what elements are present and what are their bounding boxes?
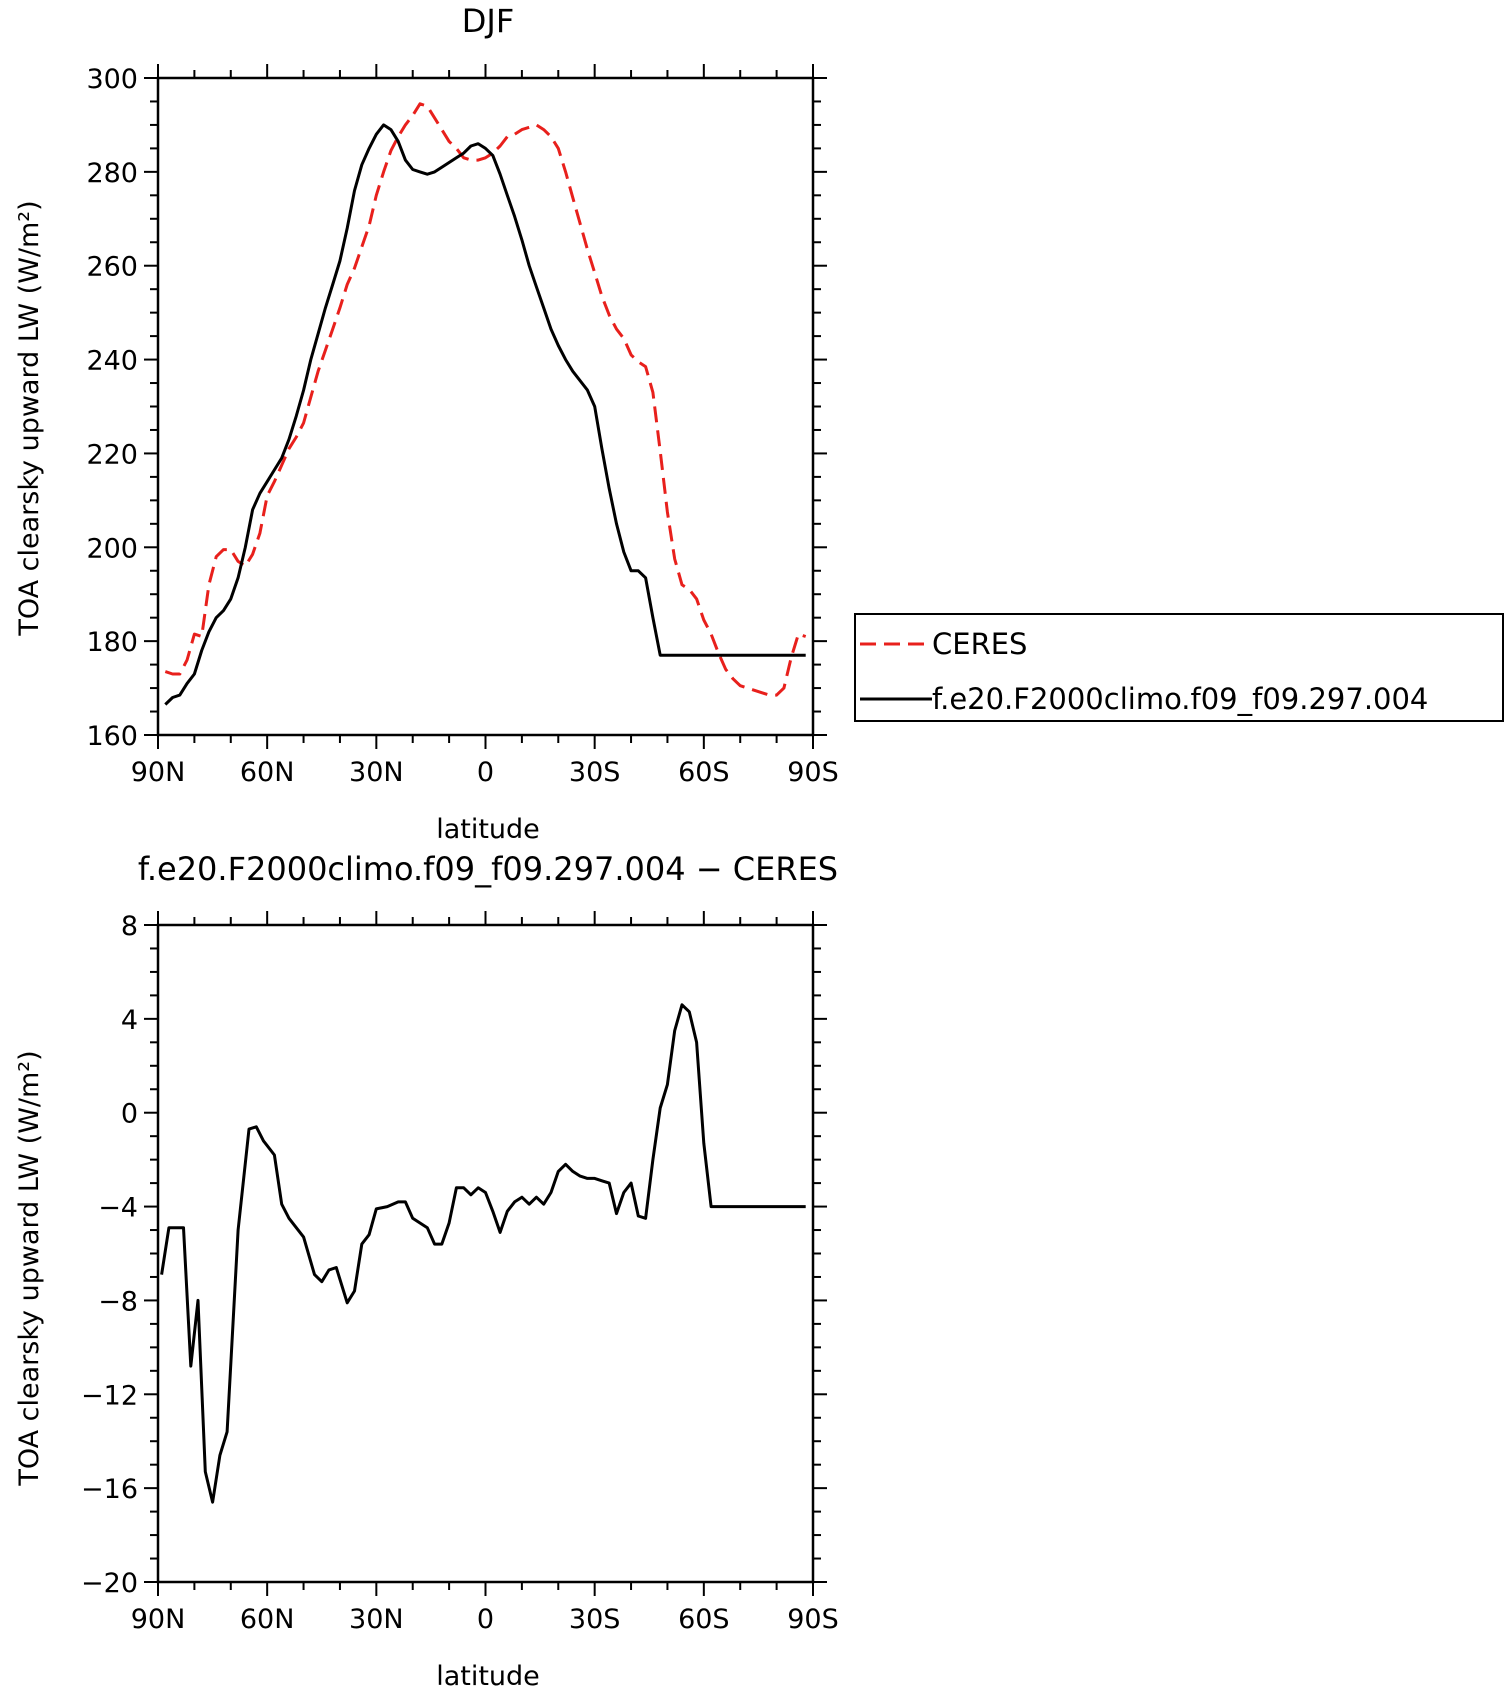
top-y-axis-label: TOA clearsky upward LW (W/m²): [14, 200, 45, 636]
bottom-x-axis-label: latitude: [436, 1661, 540, 1692]
top-y-tick-label: 200: [86, 533, 138, 564]
legend: CERES f.e20.F2000climo.f09_f09.297.004 −…: [854, 613, 1504, 722]
bottom-y-tick-label: 8: [121, 911, 138, 942]
legend-label-model-name: f.e20.F2000climo.f09_f09.297.004: [932, 682, 1428, 716]
bottom-plot: 90N 60N 30N 0 30S 60S 90S −20 −16 −12 −8 −4 0 4 8: [81, 911, 839, 1635]
top-x-tick-label: 90S: [787, 757, 839, 788]
bottom-x-tick-label: 30S: [569, 1604, 621, 1635]
top-x-tick-label: 0: [477, 757, 494, 788]
top-x-tick-label: 60S: [678, 757, 730, 788]
bottom-y-tick-label: −4: [98, 1193, 138, 1224]
bottom-series-line-0: [160, 1003, 806, 1504]
bottom-plot-frame: [156, 923, 815, 1584]
top-y-tick-label: 160: [86, 721, 138, 752]
bottom-y-tick-label: 4: [121, 1005, 138, 1036]
top-x-tick-label: 60N: [240, 757, 295, 788]
top-y-tick-label: 280: [86, 158, 138, 189]
top-y-tick-label: 260: [86, 252, 138, 283]
top-series-ceres: [164, 102, 807, 697]
top-x-tick-label: 30N: [349, 757, 404, 788]
bottom-y-tick-label: −12: [81, 1380, 138, 1411]
top-series-f-e20-f2000climo-f09-f09-297-004: [164, 123, 806, 706]
bottom-x-tick-label: 60N: [240, 1604, 295, 1635]
bottom-x-tick-label: 90N: [131, 1604, 186, 1635]
top-plot: 90N 60N 30N 0 30S 60S 90S 160 180 200 220 240 260 280…: [86, 64, 839, 788]
bottom-y-tick-label: −20: [81, 1568, 138, 1599]
bottom-y-tick-label: −16: [81, 1474, 138, 1505]
bottom-y-tick-label: −8: [98, 1286, 138, 1317]
top-plot-frame: [156, 76, 815, 737]
top-y-tick-label: 240: [86, 346, 138, 377]
top-y-tick-label: 300: [86, 64, 138, 95]
bottom-chart-title: f.e20.F2000climo.f09_f09.297.004 − CERES: [138, 850, 838, 888]
bottom-y-axis-label: TOA clearsky upward LW (W/m²): [14, 1050, 45, 1486]
top-chart-title: DJF: [462, 2, 514, 40]
bottom-x-tick-label: 60S: [678, 1604, 730, 1635]
top-x-axis-label: latitude: [436, 814, 540, 845]
bottom-x-tick-label: 30N: [349, 1604, 404, 1635]
top-y-tick-label: 180: [86, 627, 138, 658]
top-x-tick-label: 90N: [131, 757, 186, 788]
bottom-y-tick-label: 0: [121, 1099, 138, 1130]
bottom-x-tick-label: 90S: [787, 1604, 839, 1635]
top-y-tick-label: 220: [86, 439, 138, 470]
legend-box: [854, 613, 1504, 722]
top-x-tick-label: 30S: [569, 757, 621, 788]
bottom-x-tick-label: 0: [477, 1604, 494, 1635]
legend-label-ceres: CERES: [932, 627, 1027, 661]
